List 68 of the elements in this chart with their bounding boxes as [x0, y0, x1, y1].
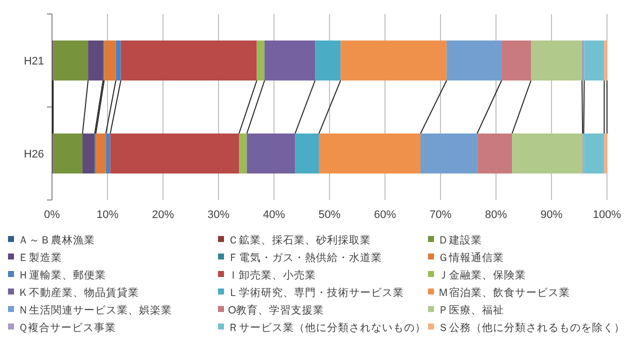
- legend-item: Ｒサービス業（他に分類されないもの）: [218, 322, 426, 334]
- y-tick-label: H21: [24, 56, 44, 68]
- bar: [446, 40, 502, 80]
- bar: [110, 134, 240, 174]
- x-tick-label: 100%: [592, 209, 622, 221]
- bar: [246, 134, 296, 174]
- bar: [318, 134, 421, 174]
- bar: [584, 40, 604, 80]
- legend-label: O教育、学習支援業: [228, 304, 324, 316]
- bar: [604, 134, 607, 174]
- bar: [584, 134, 604, 174]
- legend-item: Ｑ複合サービス事業: [8, 322, 116, 334]
- bar: [120, 40, 257, 80]
- legend-item: Ｓ公務（他に分類されるものを除く）: [428, 322, 625, 334]
- legend-label: Ａ～Ｂ農林漁業: [18, 234, 95, 246]
- legend-item: Ｇ情報通信業: [428, 252, 504, 264]
- legend-item: Ｌ学術研究、専門・技術サービス業: [218, 287, 404, 299]
- bar: [96, 134, 106, 174]
- legend-label: Ｐ医療、福祉: [438, 304, 504, 316]
- bar: [340, 40, 447, 80]
- bar: [477, 134, 512, 174]
- bar: [420, 134, 478, 174]
- x-tick-label: 30%: [207, 209, 230, 221]
- legend-item: Ｎ生活関連サービス業、娯楽業: [8, 304, 172, 316]
- legend-label: Ｉ卸売業、小売業: [228, 268, 316, 282]
- x-tick-label: 70%: [429, 209, 452, 221]
- legend-label: Ｇ情報通信業: [438, 251, 504, 264]
- bar: [530, 40, 582, 80]
- legend-item: O教育、学習支援業: [218, 304, 324, 316]
- legend-item: Ｋ不動産業、物品賃貸業: [8, 287, 139, 299]
- legend-item: Ｊ金融業、保険業: [428, 270, 526, 282]
- legend-item: Ｄ建設業: [428, 234, 482, 246]
- legend-item: Ｅ製造業: [8, 252, 62, 264]
- x-tick-label: 50%: [318, 209, 341, 221]
- bar: [116, 40, 121, 80]
- bar: [502, 40, 531, 80]
- bar: [104, 40, 116, 80]
- x-tick-label: 20%: [152, 209, 174, 221]
- x-tick-label: 0%: [44, 209, 60, 221]
- bar: [295, 134, 319, 174]
- bar: [82, 134, 95, 174]
- legend-label: Ｄ建設業: [438, 234, 482, 246]
- legend-item: Ｈ運輸業、郵便業: [8, 270, 106, 282]
- bar: [106, 134, 110, 174]
- x-tick-label: 80%: [484, 209, 508, 221]
- bar: [604, 40, 607, 80]
- legend-label: Ｑ複合サービス事業: [18, 321, 116, 334]
- bar: [88, 40, 104, 80]
- legend-item: Ｉ卸売業、小売業: [218, 270, 316, 282]
- bar: [512, 134, 583, 174]
- legend-item: Ｐ医療、福祉: [428, 304, 504, 316]
- legend-item: Ａ～Ｂ農林漁業: [8, 234, 95, 246]
- legend-item: Ｍ宿泊業、飲食サービス業: [428, 287, 570, 299]
- x-tick-label: 60%: [374, 209, 396, 221]
- bar: [53, 134, 83, 174]
- legend-item: Ｃ鉱業、採石業、砂利採取業: [218, 234, 371, 246]
- y-tick-label: H26: [24, 148, 44, 160]
- legend-label: Ｅ製造業: [18, 251, 62, 264]
- legend-item: Ｆ電気・ガス・熱供給・水道業: [218, 252, 382, 264]
- x-tick-label: 90%: [540, 209, 563, 221]
- x-tick-label: 40%: [262, 209, 286, 221]
- bar: [315, 40, 341, 80]
- bar: [239, 134, 247, 174]
- x-tick-label: 10%: [96, 209, 119, 221]
- bar: [53, 40, 88, 80]
- bar: [264, 40, 316, 80]
- legend-label: Ｈ運輸業、郵便業: [18, 268, 106, 282]
- bar: [256, 40, 265, 80]
